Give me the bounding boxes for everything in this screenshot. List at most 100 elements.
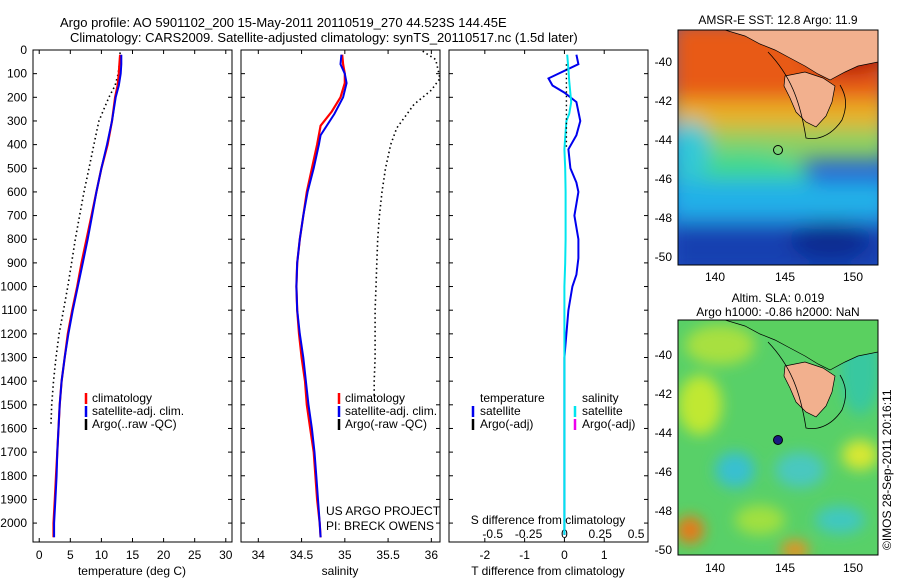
temperature-legend-satellite: satellite-adj. clim. bbox=[92, 404, 184, 418]
x-tick-label: 5 bbox=[67, 548, 74, 562]
top-tick-label: -0.5 bbox=[482, 527, 503, 541]
svg-text:140: 140 bbox=[705, 561, 725, 575]
salinity-legend-satellite: satellite-adj. clim. bbox=[345, 404, 437, 418]
svg-text:150: 150 bbox=[843, 270, 863, 284]
salinity-legend-climatology: climatology bbox=[345, 391, 405, 405]
depth-tick-label: 1600 bbox=[0, 421, 27, 435]
sla-map-xticks: 140 145 150 bbox=[705, 561, 863, 575]
svg-text:-50: -50 bbox=[655, 250, 673, 264]
svg-text:-44: -44 bbox=[655, 426, 673, 440]
depth-tick-label: 700 bbox=[7, 209, 27, 223]
temperature-argo-line bbox=[50, 52, 121, 424]
depth-tick-label: 1300 bbox=[0, 351, 27, 365]
sla-map-title-line2: Argo h1000: -0.86 h2000: NaN bbox=[696, 305, 859, 319]
difference-legend: temperature satellite Argo(-adj) salinit… bbox=[471, 391, 635, 431]
difference-legend-temperature-heading: temperature bbox=[480, 391, 545, 405]
depth-tick-label: 1700 bbox=[0, 445, 27, 459]
temperature-xlabel: temperature (deg C) bbox=[78, 564, 186, 578]
x-tick-label: 34 bbox=[252, 548, 266, 562]
svg-text:145: 145 bbox=[775, 270, 795, 284]
depth-tick-label: 600 bbox=[7, 185, 27, 199]
difference-salinity-satellite-line bbox=[563, 54, 573, 535]
top-tick-label: -0.25 bbox=[515, 527, 543, 541]
x-tick-label: -1 bbox=[519, 548, 530, 562]
salinity-climatology-line bbox=[295, 54, 346, 538]
svg-text:-42: -42 bbox=[655, 94, 673, 108]
svg-text:-44: -44 bbox=[655, 133, 673, 147]
salinity-xlabel: salinity bbox=[322, 564, 359, 578]
salinity-satellite-line bbox=[295, 54, 348, 538]
depth-tick-label: 1000 bbox=[0, 280, 27, 294]
depth-tick-label: 500 bbox=[7, 161, 27, 175]
sla-map: Altim. SLA: 0.019 Argo h1000: -0.86 h200… bbox=[655, 291, 879, 575]
x-tick-label: 15 bbox=[126, 548, 140, 562]
depth-tick-label: 1500 bbox=[0, 398, 27, 412]
depth-tick-label: 300 bbox=[7, 114, 27, 128]
x-tick-label: 34.5 bbox=[290, 548, 314, 562]
salinity-argo-line bbox=[373, 50, 441, 396]
svg-text:-40: -40 bbox=[655, 55, 673, 69]
svg-text:-48: -48 bbox=[655, 211, 673, 225]
difference-legend-temperature-argo: Argo(-adj) bbox=[480, 417, 533, 431]
depth-tick-label: 1900 bbox=[0, 492, 27, 506]
svg-text:-48: -48 bbox=[655, 504, 673, 518]
depth-tick-label: 1100 bbox=[1, 303, 27, 317]
x-tick-label: 25 bbox=[188, 548, 202, 562]
temperature-legend-argo: Argo(..raw -QC) bbox=[92, 417, 177, 431]
x-tick-label: 0 bbox=[36, 548, 43, 562]
x-tick-label: 35.5 bbox=[376, 548, 400, 562]
depth-tick-label: 200 bbox=[7, 90, 27, 104]
sst-map-yticks: -40 -42 -44 -46 -48 -50 bbox=[655, 55, 673, 264]
sst-map-argo-marker bbox=[773, 145, 783, 155]
difference-top-axis-label: S difference from climatology bbox=[471, 513, 626, 527]
depth-tick-label: 2000 bbox=[0, 516, 27, 530]
sst-map-title: AMSR-E SST: 12.8 Argo: 11.9 bbox=[698, 13, 858, 27]
top-tick-label: 0.25 bbox=[589, 527, 613, 541]
difference-legend-salinity-satellite: satellite bbox=[582, 404, 623, 418]
salinity-panel-frame bbox=[240, 49, 441, 543]
difference-panel-frame bbox=[448, 49, 649, 543]
imos-stamp: ©IMOS 28-Sep-2011 20:16:11 bbox=[880, 389, 894, 550]
svg-text:145: 145 bbox=[775, 561, 795, 575]
x-tick-label: 35 bbox=[338, 548, 352, 562]
svg-text:-40: -40 bbox=[655, 348, 673, 362]
chart-marks: 0100200300400500600700800900100011001200… bbox=[0, 43, 648, 562]
sla-map-yticks: -40 -42 -44 -46 -48 -50 bbox=[655, 348, 673, 557]
depth-tick-label: 0 bbox=[20, 43, 27, 57]
depth-tick-label: 400 bbox=[7, 138, 27, 152]
depth-tick-label: 800 bbox=[7, 232, 27, 246]
x-tick-label: -2 bbox=[479, 548, 490, 562]
depth-tick-label: 900 bbox=[7, 256, 27, 270]
temperature-satellite-line bbox=[53, 54, 123, 538]
difference-legend-temperature-satellite: satellite bbox=[480, 404, 521, 418]
svg-text:-42: -42 bbox=[655, 387, 673, 401]
svg-text:150: 150 bbox=[843, 561, 863, 575]
svg-text:140: 140 bbox=[705, 270, 725, 284]
sst-map: AMSR-E SST: 12.8 Argo: 11.9 -40 -42 bbox=[655, 13, 879, 284]
temperature-legend: climatology satellite-adj. clim. Argo(..… bbox=[84, 391, 184, 431]
difference-legend-salinity-argo: Argo(-adj) bbox=[582, 417, 635, 431]
sla-map-title-line1: Altim. SLA: 0.019 bbox=[732, 291, 825, 305]
depth-tick-label: 1800 bbox=[0, 469, 27, 483]
depth-tick-label: 1200 bbox=[0, 327, 27, 341]
x-tick-label: 0 bbox=[561, 548, 568, 562]
temperature-legend-climatology: climatology bbox=[92, 391, 152, 405]
top-tick-label: 0.5 bbox=[628, 527, 645, 541]
figure-title-line2: Climatology: CARS2009. Satellite-adjuste… bbox=[70, 30, 578, 45]
salinity-legend-argo: Argo(-raw -QC) bbox=[345, 417, 427, 431]
temperature-panel-frame bbox=[32, 49, 233, 543]
sst-map-xticks: 140 145 150 bbox=[705, 270, 863, 284]
svg-text:-46: -46 bbox=[655, 465, 673, 479]
x-tick-label: 10 bbox=[95, 548, 109, 562]
depth-tick-label: 1400 bbox=[0, 374, 27, 388]
x-tick-label: 1 bbox=[601, 548, 608, 562]
figure-title-line1: Argo profile: AO 5901102_200 15-May-2011… bbox=[60, 15, 507, 30]
x-tick-label: 30 bbox=[219, 548, 233, 562]
x-tick-label: 36 bbox=[425, 548, 439, 562]
credit-pi: PI: BRECK OWENS bbox=[326, 519, 434, 533]
difference-xlabel: T difference from climatology bbox=[471, 564, 625, 578]
svg-text:-50: -50 bbox=[655, 543, 673, 557]
credit-project: US ARGO PROJECT bbox=[326, 504, 441, 518]
depth-tick-label: 100 bbox=[7, 67, 27, 81]
